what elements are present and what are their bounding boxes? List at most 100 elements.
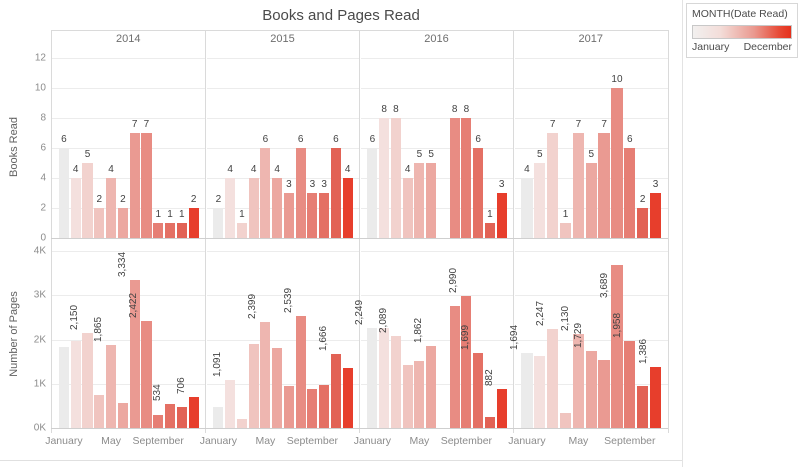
bar-2017-March[interactable] (547, 133, 559, 238)
bar-2014-September[interactable] (153, 414, 164, 428)
bar-2016-April[interactable] (402, 178, 413, 238)
bar-2015-May[interactable] (260, 148, 271, 238)
bar-2015-January[interactable] (213, 407, 224, 428)
bar-2017-May[interactable] (572, 333, 584, 428)
bar-2017-September[interactable] (624, 148, 636, 238)
bar-2015-June[interactable] (272, 178, 283, 238)
bar-2014-September[interactable] (153, 223, 164, 238)
bar-2014-April[interactable] (94, 208, 105, 238)
bar-2016-September[interactable] (461, 295, 472, 428)
bar-2016-December[interactable] (496, 388, 507, 428)
bar-2016-January[interactable] (367, 328, 378, 428)
bar-2014-July[interactable] (129, 133, 140, 238)
bar-2014-May[interactable] (105, 345, 117, 428)
bar-2015-April[interactable] (248, 178, 259, 238)
bar-2017-August[interactable] (611, 264, 623, 428)
bar-2015-February[interactable] (225, 379, 236, 428)
bar-2017-November[interactable] (637, 385, 649, 428)
bar-2016-April[interactable] (402, 364, 413, 428)
bar-2016-December[interactable] (496, 193, 507, 238)
bar-2017-June[interactable] (585, 163, 597, 238)
bar-2015-December[interactable] (342, 178, 353, 238)
x-tick-label[interactable]: May (409, 435, 430, 447)
bar-2015-February[interactable] (225, 178, 236, 238)
bar-2016-August[interactable] (449, 306, 460, 428)
bar-2015-April[interactable] (248, 343, 259, 428)
x-tick-label[interactable]: May (101, 435, 121, 447)
bar-2017-April[interactable] (559, 412, 572, 428)
bar-2017-July[interactable] (598, 133, 610, 238)
bar-2017-June[interactable] (585, 351, 597, 428)
bar-2016-May[interactable] (414, 163, 425, 238)
x-tick-label[interactable]: January (508, 435, 546, 447)
year-header-2014[interactable]: 2014 (116, 33, 141, 45)
bar-2014-June[interactable] (117, 208, 128, 238)
bar-2016-June[interactable] (426, 163, 437, 238)
bar-2015-October[interactable] (319, 193, 330, 238)
bar-2017-February[interactable] (534, 163, 546, 238)
bar-2017-September[interactable] (624, 341, 636, 428)
bar-2014-October[interactable] (164, 404, 176, 428)
bar-2017-February[interactable] (534, 355, 546, 428)
bar-2014-February[interactable] (70, 178, 81, 238)
bar-2014-January[interactable] (58, 347, 69, 428)
bar-2017-January[interactable] (521, 353, 533, 428)
bar-2015-September[interactable] (307, 193, 318, 238)
bar-2014-December[interactable] (188, 208, 199, 238)
bar-2016-June[interactable] (426, 345, 437, 428)
year-header-2015[interactable]: 2015 (270, 33, 295, 45)
bar-2015-August[interactable] (295, 148, 306, 238)
bar-2017-May[interactable] (572, 133, 584, 238)
bar-2015-July[interactable] (283, 385, 294, 428)
bar-2016-November[interactable] (484, 223, 495, 238)
bar-2016-March[interactable] (390, 118, 401, 238)
x-tick-label[interactable]: September (440, 435, 493, 447)
bar-2016-September[interactable] (461, 118, 472, 238)
x-tick-label[interactable]: September (604, 435, 656, 447)
x-tick-label[interactable]: May (568, 435, 589, 447)
bar-2015-June[interactable] (272, 347, 283, 428)
bar-2017-July[interactable] (598, 359, 610, 428)
bar-2014-August[interactable] (141, 320, 152, 428)
bar-2016-October[interactable] (473, 148, 484, 238)
bar-2017-January[interactable] (521, 178, 533, 238)
bar-2015-January[interactable] (213, 208, 224, 238)
bar-2016-May[interactable] (414, 361, 425, 428)
bar-2016-January[interactable] (367, 148, 378, 238)
bar-2015-March[interactable] (236, 419, 247, 428)
x-tick-label[interactable]: September (286, 435, 339, 447)
x-tick-label[interactable]: January (45, 435, 83, 447)
bar-2016-February[interactable] (379, 118, 390, 238)
bar-2014-November[interactable] (176, 406, 187, 428)
x-tick-label[interactable]: January (199, 435, 238, 447)
bar-2016-February[interactable] (379, 328, 390, 428)
bar-2014-October[interactable] (164, 223, 176, 238)
bar-2017-April[interactable] (559, 223, 572, 238)
bar-2014-March[interactable] (82, 332, 93, 428)
bar-2015-September[interactable] (307, 389, 318, 428)
bar-2015-December[interactable] (342, 367, 353, 428)
bar-2016-March[interactable] (390, 335, 401, 428)
bar-2015-May[interactable] (260, 321, 271, 428)
bar-2016-October[interactable] (473, 352, 484, 428)
bar-2016-November[interactable] (484, 416, 495, 428)
bar-2015-August[interactable] (295, 315, 306, 428)
bar-2014-May[interactable] (105, 178, 117, 238)
bar-2016-August[interactable] (449, 118, 460, 238)
year-header-2017[interactable]: 2017 (578, 33, 603, 45)
bar-2015-October[interactable] (319, 384, 330, 428)
bar-2014-August[interactable] (141, 133, 152, 238)
bar-2014-July[interactable] (129, 280, 140, 428)
bar-2014-March[interactable] (82, 163, 93, 238)
bar-2014-November[interactable] (176, 223, 187, 238)
bar-2017-November[interactable] (637, 208, 649, 238)
year-header-2016[interactable]: 2016 (424, 33, 449, 45)
bar-2014-January[interactable] (58, 148, 69, 238)
legend-gradient[interactable] (692, 25, 792, 39)
bar-2014-December[interactable] (188, 396, 199, 428)
bar-2014-April[interactable] (94, 394, 105, 428)
bar-2017-March[interactable] (547, 328, 559, 428)
bar-2015-July[interactable] (283, 193, 294, 238)
bar-2017-December[interactable] (649, 366, 662, 428)
bar-2014-June[interactable] (117, 402, 128, 428)
